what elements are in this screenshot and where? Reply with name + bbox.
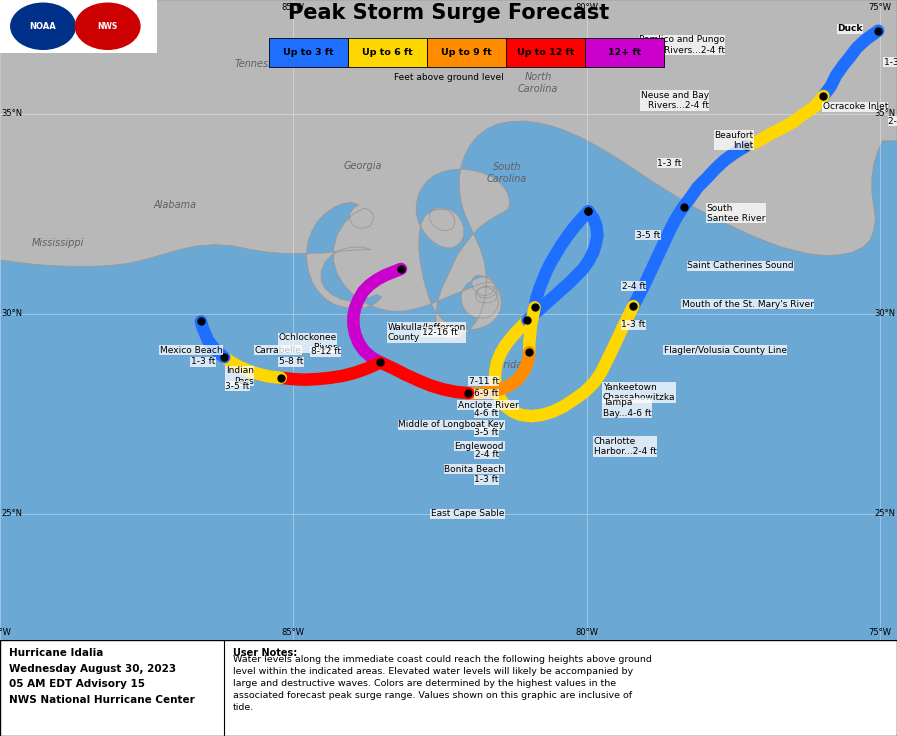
Circle shape	[75, 3, 140, 49]
Text: Duck: Duck	[838, 24, 863, 33]
Text: Mississippi: Mississippi	[32, 238, 84, 248]
Text: Tennessee: Tennessee	[234, 59, 286, 69]
Text: 2-4 ft: 2-4 ft	[622, 282, 646, 291]
Text: 1-3 ft: 1-3 ft	[884, 57, 897, 67]
Text: 3-5 ft: 3-5 ft	[475, 428, 499, 436]
Text: 1-3 ft: 1-3 ft	[191, 357, 215, 367]
Text: 3-5 ft: 3-5 ft	[225, 382, 249, 391]
Text: 2-4 ft: 2-4 ft	[475, 450, 499, 459]
Text: Yankeetown
Chassahowitzka: Yankeetown Chassahowitzka	[603, 383, 675, 403]
Text: 30°N: 30°N	[874, 309, 895, 318]
Text: Mexico Beach: Mexico Beach	[160, 346, 222, 355]
Text: 35°N: 35°N	[874, 110, 895, 118]
Text: Flagler/Volusia County Line: Flagler/Volusia County Line	[664, 346, 787, 355]
Bar	[0, 0, 157, 52]
Text: 12-16 ft: 12-16 ft	[422, 328, 457, 337]
Text: 30°N: 30°N	[2, 309, 23, 318]
Text: Feet above ground level: Feet above ground level	[394, 73, 503, 82]
Text: North
Carolina: North Carolina	[518, 72, 559, 94]
Text: 80°W: 80°W	[575, 3, 598, 13]
Text: Beaufort
Inlet: Beaufort Inlet	[714, 130, 753, 150]
Text: Florida: Florida	[490, 360, 524, 370]
Text: Saint Catherines Sound: Saint Catherines Sound	[687, 261, 794, 270]
Text: 75°W: 75°W	[868, 628, 892, 637]
Text: 2-4 ft: 2-4 ft	[888, 116, 897, 126]
Text: Middle of Longboat Key: Middle of Longboat Key	[398, 420, 504, 429]
Text: Ocracoke Inlet: Ocracoke Inlet	[823, 102, 888, 111]
Text: Wakulla/Jefferson
County: Wakulla/Jefferson County	[388, 322, 466, 342]
Text: 6-9 ft: 6-9 ft	[475, 389, 499, 398]
Text: Hurricane Idalia
Wednesday August 30, 2023
05 AM EDT Advisory 15
NWS National Hu: Hurricane Idalia Wednesday August 30, 20…	[9, 648, 195, 705]
Text: East Cape Sable: East Cape Sable	[431, 509, 504, 518]
Text: 25°N: 25°N	[2, 509, 22, 518]
Text: 85°W: 85°W	[282, 628, 305, 637]
Text: Georgia: Georgia	[344, 161, 382, 171]
Bar	[585, 38, 664, 66]
Text: Up to 12 ft: Up to 12 ft	[517, 48, 574, 57]
Text: South
Carolina: South Carolina	[486, 162, 527, 184]
Text: 1-3 ft: 1-3 ft	[475, 475, 499, 484]
Text: 35°N: 35°N	[2, 110, 23, 118]
Text: Anclote River: Anclote River	[457, 401, 518, 410]
Text: Up to 6 ft: Up to 6 ft	[362, 48, 413, 57]
Text: NWS: NWS	[98, 22, 118, 31]
Text: 1-3 ft: 1-3 ft	[658, 159, 682, 168]
Text: 80°W: 80°W	[575, 628, 598, 637]
Text: Peak Storm Surge Forecast: Peak Storm Surge Forecast	[288, 3, 609, 24]
Text: Up to 3 ft: Up to 3 ft	[283, 48, 334, 57]
Text: Neuse and Bay
Rivers...2-4 ft: Neuse and Bay Rivers...2-4 ft	[640, 91, 709, 110]
Text: Alabama: Alabama	[153, 200, 196, 210]
Text: 25°N: 25°N	[875, 509, 895, 518]
Text: 7-11 ft: 7-11 ft	[468, 377, 499, 386]
Text: Englewood: Englewood	[455, 442, 504, 451]
Text: Carrabelle: Carrabelle	[255, 346, 301, 355]
Text: NOAA: NOAA	[30, 22, 57, 31]
Text: User Notes:: User Notes:	[233, 648, 298, 658]
Text: 12+ ft: 12+ ft	[607, 48, 641, 57]
Text: Mouth of the St. Mary's River: Mouth of the St. Mary's River	[682, 300, 814, 308]
Text: 8-12 ft: 8-12 ft	[311, 347, 341, 356]
Text: 3-5 ft: 3-5 ft	[636, 230, 660, 239]
Text: South
Santee River: South Santee River	[707, 204, 765, 223]
Text: 90°W: 90°W	[0, 3, 12, 13]
Text: Ochlockonee
River: Ochlockonee River	[278, 333, 336, 353]
Text: 75°W: 75°W	[868, 3, 892, 13]
Text: 90°W: 90°W	[0, 628, 12, 637]
Bar	[269, 38, 348, 66]
Bar	[348, 38, 427, 66]
Text: Up to 9 ft: Up to 9 ft	[441, 48, 492, 57]
Circle shape	[11, 3, 75, 49]
Text: Water levels along the immediate coast could reach the following heights above g: Water levels along the immediate coast c…	[233, 655, 652, 712]
Text: 5-8 ft: 5-8 ft	[279, 357, 303, 367]
Text: Tampa
Bay...4-6 ft: Tampa Bay...4-6 ft	[603, 398, 651, 417]
Text: Charlotte
Harbor...2-4 ft: Charlotte Harbor...2-4 ft	[594, 436, 657, 456]
Text: Pamlico and Pungo
Rivers...2-4 ft: Pamlico and Pungo Rivers...2-4 ft	[639, 35, 725, 54]
Text: 4-6 ft: 4-6 ft	[475, 408, 499, 417]
Polygon shape	[0, 0, 897, 339]
Text: 1-3 ft: 1-3 ft	[622, 320, 646, 329]
Bar	[506, 38, 585, 66]
Text: 85°W: 85°W	[282, 3, 305, 13]
Bar	[427, 38, 506, 66]
Text: Bonita Beach: Bonita Beach	[444, 465, 504, 474]
Text: Indian
Pass: Indian Pass	[226, 367, 254, 386]
